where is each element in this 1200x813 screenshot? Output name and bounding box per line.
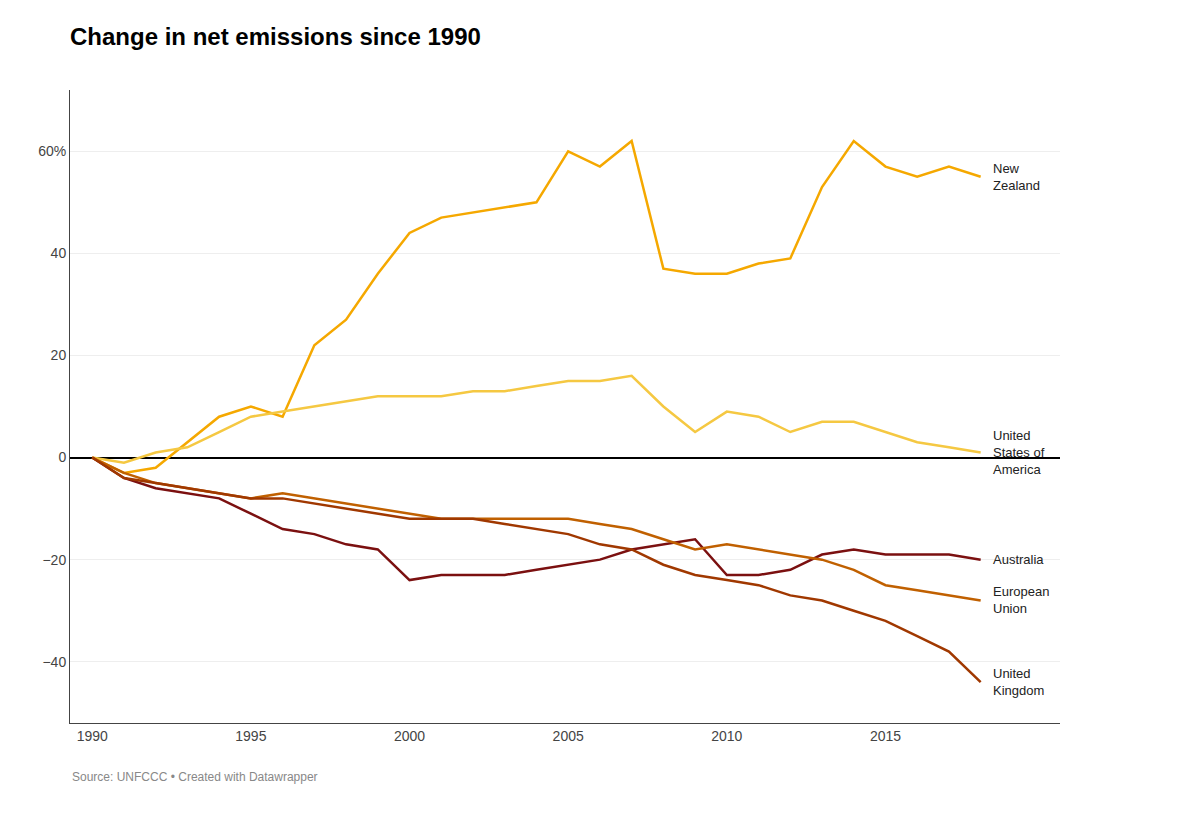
- svg-text:Source: UNFCCC • Created with: Source: UNFCCC • Created with Datawrappe…: [72, 770, 318, 784]
- svg-text:2015: 2015: [870, 728, 901, 744]
- svg-text:2005: 2005: [553, 728, 584, 744]
- svg-text:1990: 1990: [77, 728, 108, 744]
- svg-text:UnitedKingdom: UnitedKingdom: [993, 666, 1044, 698]
- svg-text:EuropeanUnion: EuropeanUnion: [993, 584, 1049, 616]
- svg-text:0: 0: [58, 449, 66, 465]
- svg-text:Australia: Australia: [993, 552, 1044, 567]
- svg-text:UnitedStates ofAmerica: UnitedStates ofAmerica: [993, 428, 1045, 477]
- svg-text:−20: −20: [42, 552, 66, 568]
- svg-text:−40: −40: [42, 654, 66, 670]
- svg-text:Change in net emissions since: Change in net emissions since 1990: [70, 23, 481, 50]
- svg-text:1995: 1995: [235, 728, 266, 744]
- svg-text:NewZealand: NewZealand: [993, 161, 1040, 193]
- svg-text:40: 40: [51, 245, 67, 261]
- svg-text:2000: 2000: [394, 728, 425, 744]
- svg-text:60%: 60%: [38, 143, 66, 159]
- svg-text:2010: 2010: [711, 728, 742, 744]
- svg-text:20: 20: [51, 347, 67, 363]
